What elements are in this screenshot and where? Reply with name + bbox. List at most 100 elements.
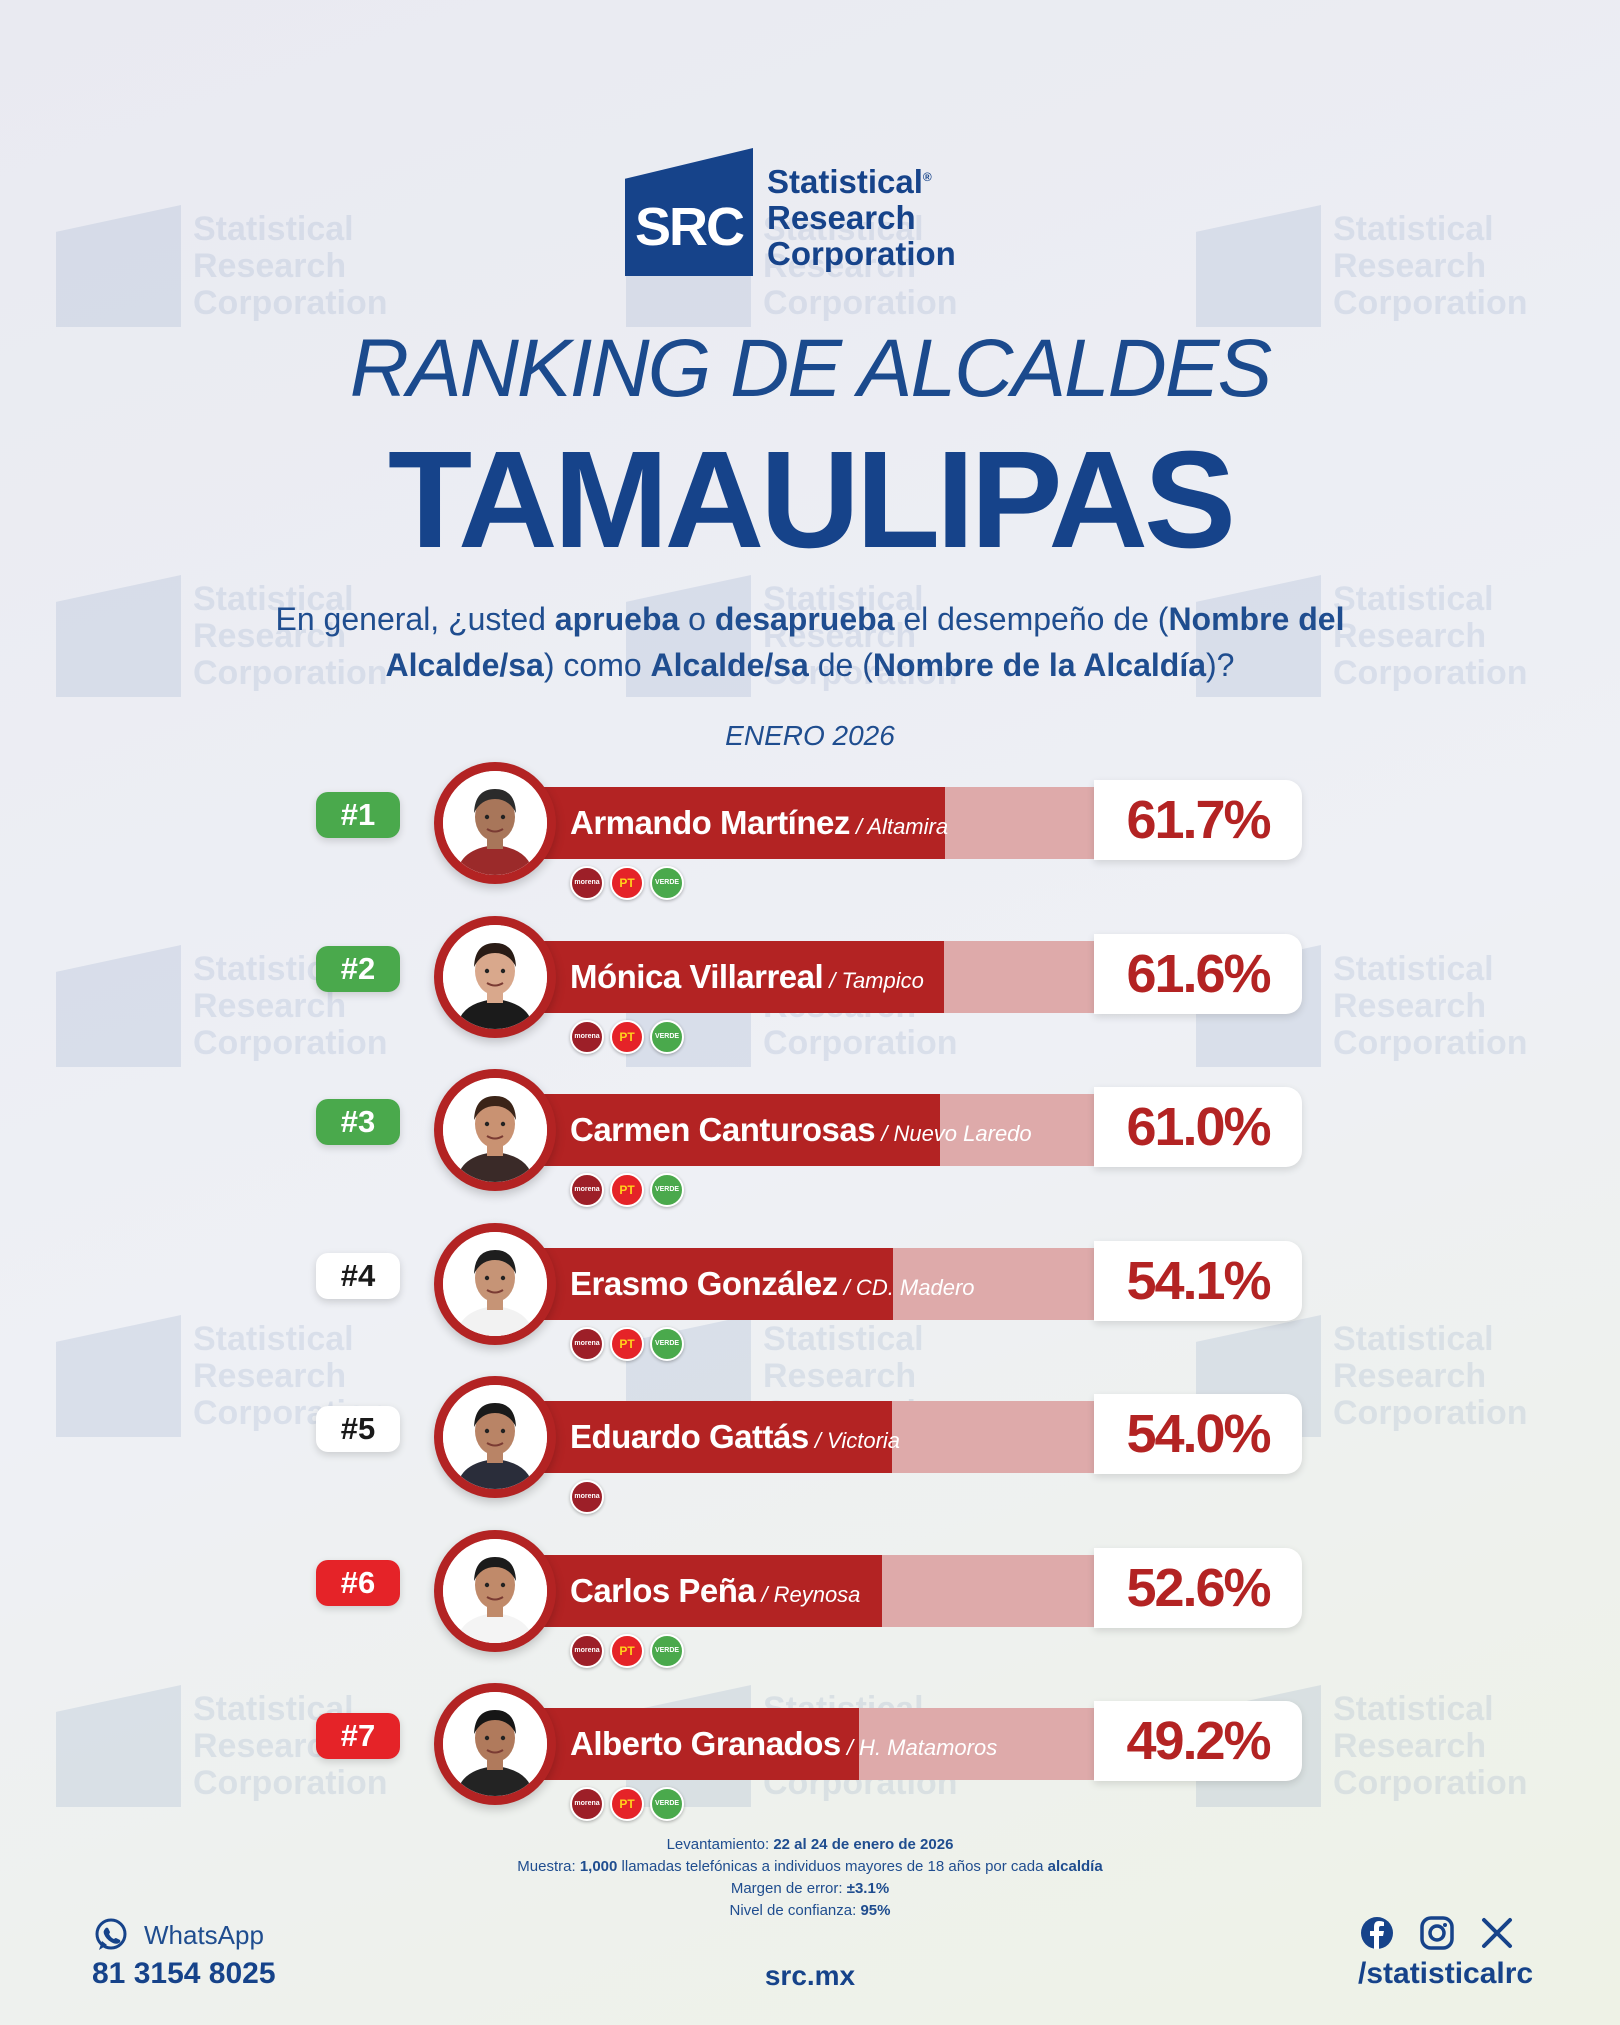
morena-party-icon: morena [570, 1020, 604, 1054]
avatar-photo [443, 1078, 547, 1182]
approval-percentage: 54.0% [1094, 1394, 1302, 1474]
watermark-mark [1196, 205, 1321, 327]
meta-label: Margen de error: [730, 1880, 847, 1897]
approval-bar [520, 1555, 882, 1627]
municipality-label: / Tampico [823, 968, 924, 993]
ranking-row: #3 Carmen Canturosas / Nuevo Laredo 61.0% m… [0, 1069, 1620, 1209]
question-text: )? [1206, 647, 1235, 683]
bar-track [520, 787, 1094, 859]
watermark-mark [56, 575, 181, 697]
logo-word-2: Research [767, 199, 916, 236]
meta-value: 22 al 24 de enero de 2026 [773, 1836, 954, 1853]
ranking-row: #6 Carlos Peña / Reynosa 52.6% morena PT VERD… [0, 1530, 1620, 1670]
social-handle[interactable]: /statisticalrc [1358, 1957, 1534, 1990]
mayor-name: Armando Martínez [570, 804, 850, 841]
mayor-name-line: Carlos Peña / Reynosa [570, 1555, 860, 1627]
question-bold: aprueba [554, 601, 680, 637]
morena-party-icon: morena [570, 1327, 604, 1361]
mayor-avatar [434, 1376, 556, 1498]
morena-party-icon: morena [570, 1634, 604, 1668]
mayor-avatar [434, 1683, 556, 1805]
rank-badge: #6 [316, 1560, 400, 1606]
page-title: RANKING DE ALCALDES [349, 323, 1272, 414]
meta-value: alcaldía [1047, 1858, 1103, 1875]
meta-label: Levantamiento: [666, 1836, 774, 1853]
verde-party-icon: VERDE [650, 866, 684, 900]
whatsapp-contact[interactable]: WhatsApp [92, 1916, 264, 1954]
whatsapp-icon [95, 1918, 127, 1950]
meta-label: Nivel de confianza: [729, 1902, 861, 1919]
approval-bar [520, 1094, 940, 1166]
phone-number[interactable]: 81 3154 8025 [92, 1957, 276, 1990]
x-icon[interactable] [1478, 1914, 1516, 1952]
ranking-row: #7 Alberto Granados / H. Matamoros 49.2% mo… [0, 1683, 1620, 1823]
survey-question: En general, ¿usted aprueba o desaprueba … [240, 596, 1380, 688]
meta-value: ±3.1% [846, 1880, 890, 1897]
rank-badge: #7 [316, 1713, 400, 1759]
bar-track [520, 941, 1094, 1013]
mayor-avatar [434, 1069, 556, 1191]
mayor-name-line: Mónica Villarreal / Tampico [570, 941, 924, 1013]
morena-party-icon: morena [570, 1480, 604, 1514]
approval-bar [520, 1708, 859, 1780]
approval-percentage: 61.6% [1094, 934, 1302, 1014]
approval-bar [520, 1248, 893, 1320]
bar-track [520, 1094, 1094, 1166]
pt-party-icon: PT [610, 1020, 644, 1054]
approval-bar [520, 941, 944, 1013]
mayor-name-line: Armando Martínez / Altamira [570, 787, 948, 859]
meta-line-sample: Muestra: 1,000 llamadas telefónicas a in… [0, 1856, 1620, 1878]
question-bold: desaprueba [714, 601, 895, 637]
party-logos: morena [570, 1480, 604, 1514]
bar-track [520, 1248, 1094, 1320]
pt-party-icon: PT [610, 1634, 644, 1668]
approval-percentage: 54.1% [1094, 1241, 1302, 1321]
watermark-mark [56, 205, 181, 327]
party-logos: morena PT VERDE [570, 1787, 684, 1821]
meta-value: 1,000 [579, 1858, 618, 1875]
question-text: o [679, 601, 715, 637]
mayor-name-line: Eduardo Gattás / Victoria [570, 1401, 900, 1473]
party-logos: morena PT VERDE [570, 1173, 684, 1207]
mayor-name-line: Alberto Granados / H. Matamoros [570, 1708, 997, 1780]
pt-party-icon: PT [610, 1327, 644, 1361]
methodology-note: Levantamiento: 22 al 24 de enero de 2026… [0, 1834, 1620, 1922]
municipality-label: / Victoria [808, 1428, 901, 1453]
mayor-name: Carlos Peña [570, 1572, 756, 1609]
ranking-row: #1 Armando Martínez / Altamira 61.7% morena… [0, 762, 1620, 902]
rank-badge: #2 [316, 946, 400, 992]
morena-party-icon: morena [570, 866, 604, 900]
municipality-label: / Nuevo Laredo [875, 1121, 1032, 1146]
party-logos: morena PT VERDE [570, 866, 684, 900]
question-text: el desempeño de ( [894, 601, 1169, 637]
facebook-icon[interactable] [1358, 1914, 1396, 1952]
municipality-label: / H. Matamoros [840, 1735, 998, 1760]
party-logos: morena PT VERDE [570, 1327, 684, 1361]
municipality-label: / Reynosa [755, 1582, 861, 1607]
meta-text: llamadas telefónicas a individuos mayore… [617, 1858, 1048, 1875]
morena-party-icon: morena [570, 1787, 604, 1821]
website-link[interactable]: src.mx [764, 1960, 856, 1991]
verde-party-icon: VERDE [650, 1787, 684, 1821]
question-bold: Nombre del Alcalde/sa [385, 601, 1345, 683]
instagram-icon[interactable] [1418, 1914, 1456, 1952]
mayor-avatar [434, 762, 556, 884]
logo-wordmark: Statistical® Research Corporation [767, 159, 956, 276]
avatar-photo [443, 1385, 547, 1489]
pt-party-icon: PT [610, 1787, 644, 1821]
mayor-name: Erasmo González [570, 1265, 838, 1302]
approval-percentage: 61.0% [1094, 1087, 1302, 1167]
avatar-photo [443, 1539, 547, 1643]
logo-word-3: Corporation [767, 235, 956, 272]
question-bold: Alcalde/sa [650, 647, 809, 683]
whatsapp-label: WhatsApp [144, 1919, 264, 1950]
mayor-name-line: Erasmo González / CD. Madero [570, 1248, 975, 1320]
mayor-avatar [434, 916, 556, 1038]
rank-badge: #3 [316, 1099, 400, 1145]
meta-line-fieldwork: Levantamiento: 22 al 24 de enero de 2026 [0, 1834, 1620, 1856]
meta-value: 95% [860, 1902, 891, 1919]
question-text: En general, ¿usted [275, 601, 555, 637]
